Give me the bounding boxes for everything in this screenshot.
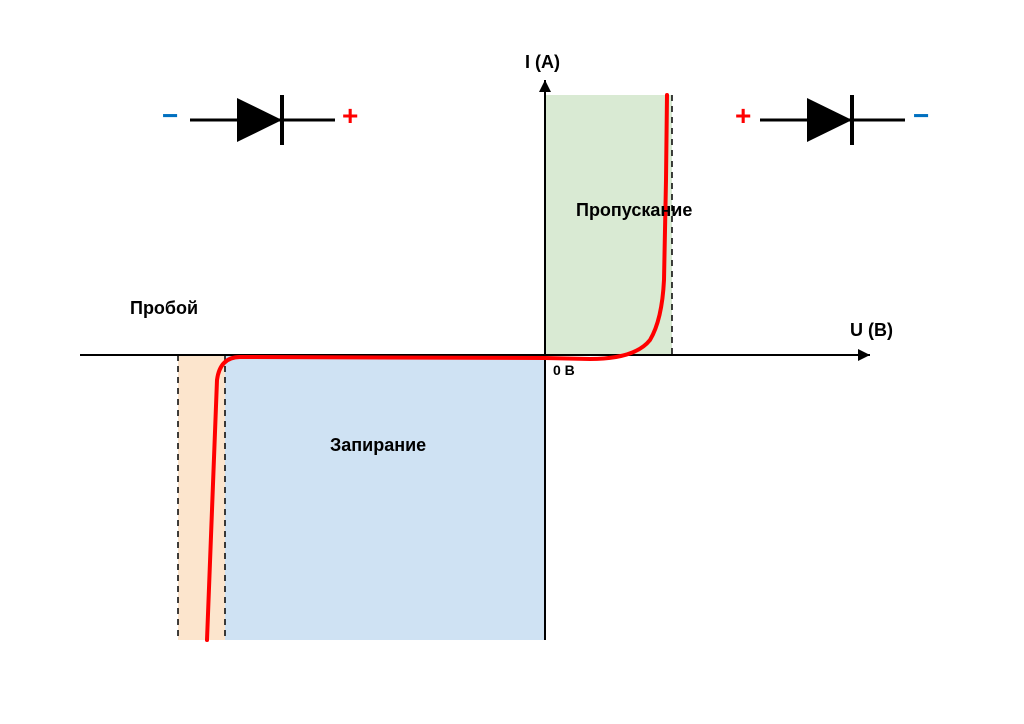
conduction-region xyxy=(545,95,672,355)
diode-right-plus: + xyxy=(735,100,751,132)
y-axis-arrow xyxy=(539,80,551,92)
diode-left-plus: + xyxy=(342,100,358,132)
diode-iv-diagram xyxy=(0,0,1024,724)
origin-label: 0 В xyxy=(553,362,575,378)
diode-right xyxy=(760,95,905,145)
y-axis-label: I (A) xyxy=(525,52,560,73)
x-axis-label: U (B) xyxy=(850,320,893,341)
breakdown-label: Пробой xyxy=(130,298,198,319)
x-axis-arrow xyxy=(858,349,870,361)
blocking-region xyxy=(225,355,545,640)
diode-right-minus: − xyxy=(913,100,929,132)
diode-left-minus: − xyxy=(162,100,178,132)
conduction-label: Пропускание xyxy=(576,200,692,221)
diode-left xyxy=(190,95,335,145)
blocking-label: Запирание xyxy=(330,435,426,456)
